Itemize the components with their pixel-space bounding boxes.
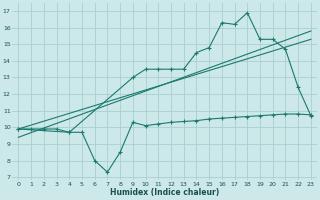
X-axis label: Humidex (Indice chaleur): Humidex (Indice chaleur) <box>110 188 219 197</box>
